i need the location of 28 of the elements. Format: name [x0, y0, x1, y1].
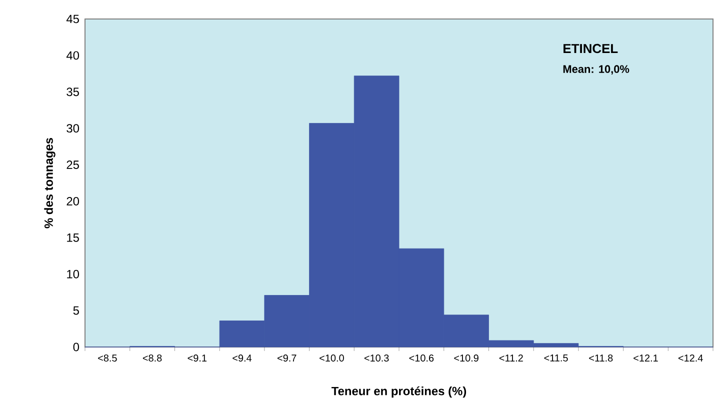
x-tick-label: <11.5 — [544, 354, 568, 362]
x-tick-label: <9.4 — [232, 354, 252, 362]
annotation: Mean: 10,0% — [563, 65, 630, 75]
y-tick-label: 15 — [67, 234, 79, 242]
annotation: ETINCEL — [564, 44, 618, 54]
x-axis-title: Teneur en protéines (%) — [332, 386, 466, 398]
x-tick-label: <12.4 — [678, 354, 703, 362]
x-tick-label: <9.1 — [188, 354, 207, 362]
y-tick-label: 0 — [73, 342, 80, 352]
y-tick-label: 35 — [66, 88, 79, 96]
y-tick-label: 10 — [67, 270, 80, 278]
x-tick-label: <10.3 — [364, 354, 389, 362]
x-tick-label: <9.7 — [278, 354, 296, 362]
x-tick-label: <10.6 — [409, 354, 434, 362]
y-tick-label: 20 — [66, 196, 80, 206]
y-tick-label: 30 — [66, 124, 80, 133]
x-tick-label: <11.8 — [589, 354, 613, 362]
y-tick-label: 40 — [66, 51, 80, 60]
x-tick-label: <10.0 — [320, 354, 344, 362]
y-tick-label: 5 — [73, 306, 79, 315]
x-tick-label: <8.5 — [98, 354, 117, 362]
x-tick-label: <8.8 — [142, 354, 162, 362]
x-tick-label: <11.2 — [499, 354, 523, 362]
y-tick-label: 25 — [66, 160, 79, 169]
y-tick-label: 45 — [66, 14, 79, 24]
x-tick-label: <10.9 — [454, 354, 478, 362]
x-tick-label: <12.1 — [634, 354, 658, 362]
y-axis-title: % des tonnages — [44, 138, 56, 228]
